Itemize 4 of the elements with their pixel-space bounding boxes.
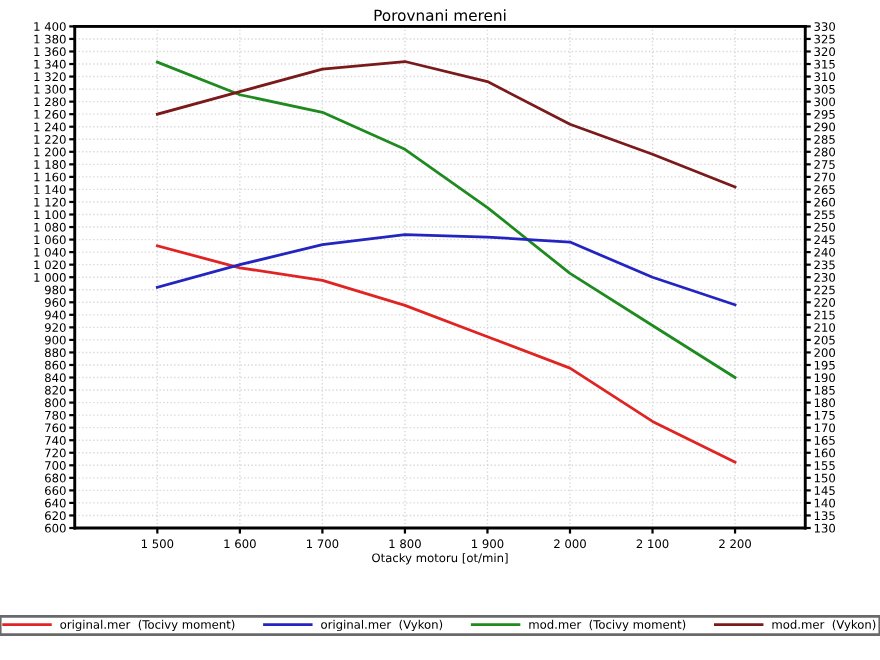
- line-series: [155, 60, 737, 189]
- line-series: [155, 60, 737, 379]
- line-series: [155, 244, 737, 464]
- line-series: [155, 233, 737, 307]
